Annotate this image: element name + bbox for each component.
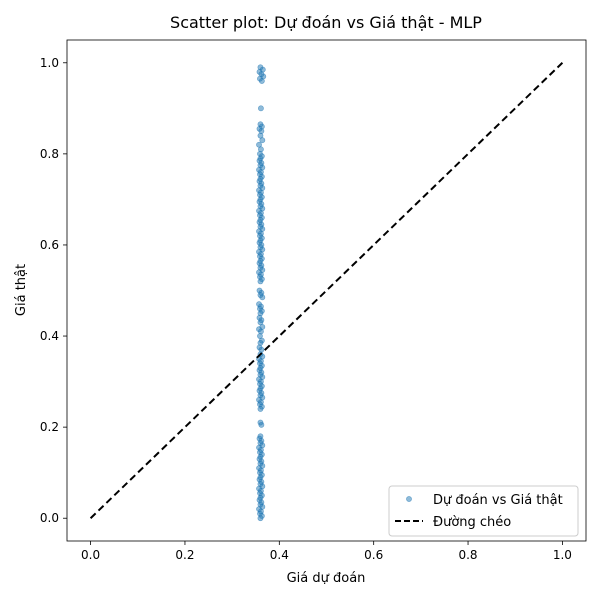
legend-marker-scatter bbox=[406, 496, 412, 502]
y-tick-label: 0.4 bbox=[40, 329, 59, 343]
x-axis-label: Giá dự đoán bbox=[287, 571, 366, 586]
scatter-point bbox=[258, 421, 265, 428]
scatter-point bbox=[257, 278, 264, 285]
scatter-point bbox=[257, 406, 264, 412]
scatter-point bbox=[259, 294, 266, 301]
x-tick-label: 0.8 bbox=[458, 548, 477, 562]
scatter-point bbox=[258, 78, 265, 84]
y-tick-label: 0.0 bbox=[40, 511, 59, 525]
x-tick-label: 1.0 bbox=[553, 548, 572, 562]
axes-frame bbox=[66, 39, 587, 542]
y-tick-label: 1.0 bbox=[40, 56, 59, 70]
y-tick-label: 0.2 bbox=[40, 420, 59, 434]
scatter-point bbox=[259, 137, 266, 144]
y-tick-label: 0.8 bbox=[40, 147, 59, 161]
y-tick-label: 0.6 bbox=[40, 238, 59, 252]
legend-box bbox=[388, 485, 579, 537]
x-tick-label: 0.0 bbox=[81, 548, 100, 562]
scatter-point bbox=[258, 105, 264, 112]
legend-label-diagonal: Đường chéo bbox=[433, 515, 511, 530]
chart-title: Scatter plot: Dự đoán vs Giá thật - MLP bbox=[170, 13, 482, 32]
legend: Dự đoán vs Giá thật Đường chéo bbox=[388, 485, 579, 537]
x-tick-label: 0.2 bbox=[175, 548, 194, 562]
x-tick-label: 0.6 bbox=[364, 548, 383, 562]
plot-area: 0.0 0.2 0.4 0.6 0.8 1.0 0.0 0.2 0.4 0.6 0.8 1.0 bbox=[40, 39, 587, 562]
legend-label-scatter: Dự đoán vs Giá thật bbox=[433, 493, 563, 508]
x-tick-label: 0.4 bbox=[270, 548, 289, 562]
scatter-point bbox=[257, 515, 264, 522]
y-axis-label: Giá thật bbox=[14, 264, 29, 316]
